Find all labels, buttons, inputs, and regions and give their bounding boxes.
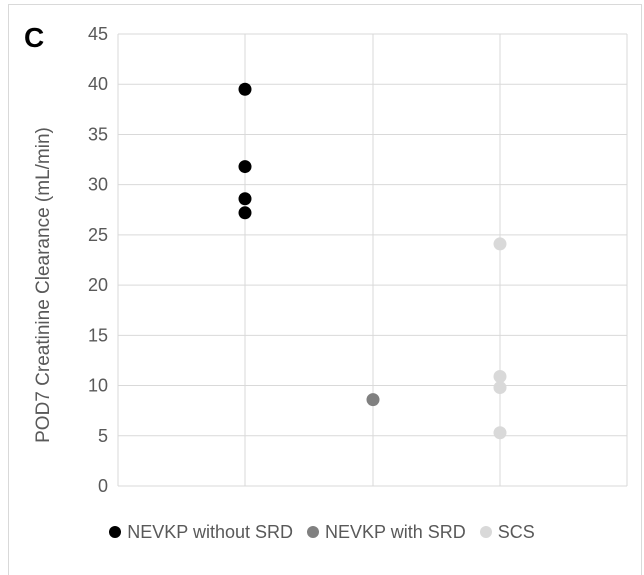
legend-item: SCS: [479, 522, 535, 543]
legend: NEVKP without SRD NEVKP with SRD SCS: [0, 522, 644, 543]
data-point: [493, 426, 507, 440]
y-tick-label: 0: [98, 476, 108, 496]
data-point: [493, 370, 507, 384]
y-tick-label: 5: [98, 426, 108, 446]
y-tick-label: 30: [88, 175, 108, 195]
y-tick-label: 35: [88, 124, 108, 144]
legend-label: NEVKP with SRD: [325, 522, 466, 542]
scatter-plot: 0 5 10 15 20 25 30 35 40 45: [88, 24, 628, 496]
y-tick-label: 15: [88, 325, 108, 345]
chart-frame: [8, 4, 642, 575]
legend-item: NEVKP without SRD: [109, 522, 293, 543]
data-point: [493, 381, 507, 395]
y-tick-label: 10: [88, 376, 108, 396]
y-tick-label: 45: [88, 24, 108, 44]
y-tick-label: 40: [88, 74, 108, 94]
data-points: [238, 82, 507, 440]
y-axis-ticks: 0 5 10 15 20 25 30 35 40 45: [88, 24, 108, 496]
data-point: [493, 237, 507, 251]
data-point: [238, 206, 252, 220]
data-point: [238, 192, 252, 206]
legend-marker: [307, 526, 319, 538]
legend-label: NEVKP without SRD: [127, 522, 293, 542]
data-point: [238, 160, 252, 174]
y-tick-label: 20: [88, 275, 108, 295]
legend-marker: [479, 526, 492, 538]
data-point: [238, 82, 252, 96]
gridlines: [117, 33, 628, 487]
legend-item: NEVKP with SRD: [307, 522, 466, 543]
legend-marker: [109, 526, 122, 538]
legend-label: SCS: [497, 522, 535, 542]
panel-label: C: [24, 22, 45, 53]
y-tick-label: 25: [88, 225, 108, 245]
data-point: [366, 393, 380, 407]
